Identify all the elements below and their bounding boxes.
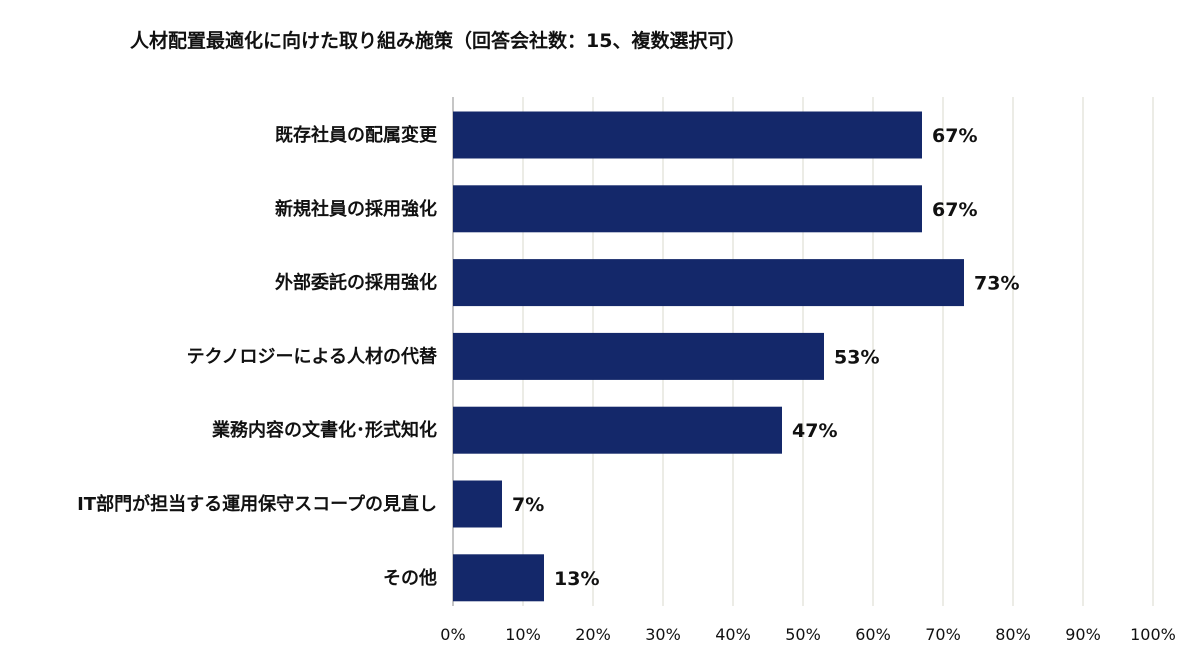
category-label: 業務内容の文書化･形式知化 [211,419,437,441]
category-label: その他 [383,567,437,589]
category-label: テクノロジーによる人材の代替 [187,345,438,367]
x-tick-label: 100% [1130,625,1176,644]
value-label: 7% [512,494,544,516]
bar [453,480,502,528]
category-label: 外部委託の採用強化 [275,272,437,294]
value-label: 13% [554,568,599,590]
bar [453,259,964,307]
x-tick-label: 10% [505,625,541,644]
x-tick-label: 0% [440,625,465,644]
x-tick-label: 90% [1065,625,1101,644]
bar [453,185,922,233]
value-label: 73% [974,273,1019,295]
x-tick-label: 60% [855,625,891,644]
x-tick-label: 70% [925,625,961,644]
x-tick-label: 30% [645,625,681,644]
bar [453,406,782,454]
bar [453,111,922,159]
x-tick-label: 20% [575,625,611,644]
value-label: 53% [834,346,879,368]
chart-title: 人材配置最適化に向けた取り組み施策（回答会社数：15、複数選択可） [130,30,746,52]
x-tick-label: 80% [995,625,1031,644]
category-label: 新規社員の採用強化 [275,198,437,220]
value-label: 67% [932,199,977,221]
category-label: IT部門が担当する運用保守スコープの見直し [77,493,437,515]
value-label: 47% [792,420,837,442]
category-label: 既存社員の配属変更 [275,124,438,146]
value-label: 67% [932,125,977,147]
bar [453,554,544,602]
bar [453,332,824,380]
x-tick-label: 50% [785,625,821,644]
x-tick-label: 40% [715,625,751,644]
